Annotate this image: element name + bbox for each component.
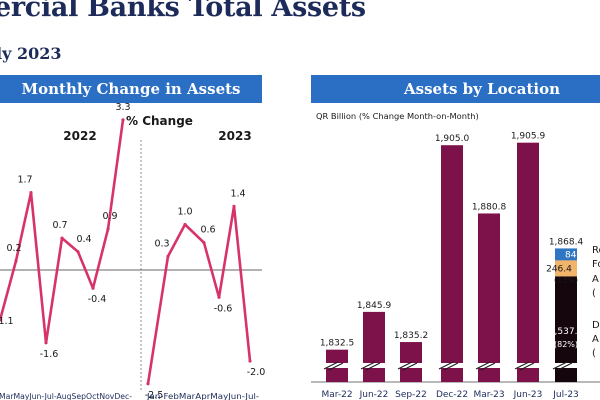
legend-fragment: Re — [592, 245, 600, 256]
axis-break-mark — [365, 362, 381, 371]
legend-fragment: D — [592, 320, 600, 331]
axis-break-mark — [519, 362, 535, 371]
bar — [478, 213, 500, 382]
axis-break-mark — [397, 361, 413, 370]
y-axis-label: % Change — [126, 114, 193, 128]
axis-break-mark — [328, 362, 344, 371]
data-point — [183, 222, 187, 227]
panel-header-assets-by-location: Assets by Location — [311, 75, 600, 103]
data-point — [232, 204, 236, 208]
x-tick-labels-2022: MarMayJun-Jul-AugSepOctNovDec- — [0, 392, 132, 400]
axis-break-mark — [480, 362, 496, 371]
x-tick-label: Jul-23 — [552, 390, 579, 400]
year-label-2022: 2022 — [63, 129, 96, 143]
x-tick-label: Jun-23 — [513, 390, 543, 400]
data-label: 0.6 — [200, 225, 215, 236]
data-label: -0.6 — [214, 303, 233, 314]
page-subtitle: ly 2023 — [0, 44, 62, 63]
data-point — [121, 118, 125, 122]
data-label: -0.4 — [88, 294, 107, 305]
data-point — [146, 382, 150, 386]
data-point — [44, 341, 48, 345]
data-label: -2.5 — [145, 390, 164, 400]
x-tick-label: Sep-22 — [395, 390, 427, 400]
axis-break-mark — [552, 361, 568, 370]
data-label: 0.2 — [6, 243, 21, 254]
legend-fragment: A — [592, 274, 599, 285]
axis-break-mark — [514, 361, 530, 370]
bar — [517, 142, 539, 382]
bar — [441, 145, 463, 382]
data-point — [202, 241, 206, 245]
segment-label: 246.4 — [546, 264, 572, 274]
bar-segment-foreign — [555, 260, 577, 277]
page-title: ercial Banks Total Assets — [0, 0, 366, 23]
data-label: 0.7 — [52, 220, 67, 231]
x-tick-label: Mar-23 — [473, 390, 504, 400]
axis-break-mark — [443, 362, 459, 371]
bar-value-label: 1,868.4 — [549, 237, 584, 247]
bar-segment-rest — [555, 248, 577, 261]
panel-header-monthly-change: Monthly Change in Assets — [0, 75, 262, 103]
axis-break-mark — [475, 361, 491, 370]
data-point — [166, 254, 170, 258]
x-tick-label: Jun-22 — [359, 390, 389, 400]
series-line-2023 — [146, 205, 252, 384]
x-tick-label: Dec-22 — [436, 390, 468, 400]
y-axis-label: QR Billion (% Change Month-on-Month) — [316, 111, 479, 121]
data-label: 1.1 — [0, 316, 14, 327]
series-line-2022 — [0, 119, 125, 345]
bar-value-label: 1,905.0 — [435, 134, 470, 144]
data-label: 0.3 — [154, 238, 169, 249]
segment-share: (13%) — [554, 275, 578, 284]
segment-share: (82%) — [554, 340, 578, 349]
x-tick-labels-2023: Jan-FebMarAprMayJun-Jul- — [146, 392, 259, 400]
legend-fragment: ( — [592, 348, 596, 359]
data-point — [248, 359, 252, 363]
data-label: 1.4 — [230, 188, 245, 199]
axis-break-mark — [360, 361, 376, 370]
data-label: -2.0 — [247, 367, 266, 378]
data-point — [60, 236, 64, 240]
data-point — [91, 286, 95, 290]
data-point — [29, 191, 33, 195]
bar-value-label: 1,905.9 — [511, 132, 546, 142]
data-label: 0.4 — [76, 234, 91, 245]
segment-label: 1,537.3 — [549, 327, 583, 337]
segment-label: 84.7 — [565, 250, 585, 260]
axis-break-mark — [557, 362, 573, 371]
bar-value-label: 1,835.2 — [394, 331, 428, 341]
data-label: -1.6 — [40, 349, 59, 360]
bar-value-label: 1,880.8 — [472, 202, 507, 212]
bar-segment-domestic — [555, 276, 577, 382]
legend-fragment: A — [592, 334, 599, 345]
data-label: 0.9 — [102, 211, 117, 222]
bar-value-label: 1,832.5 — [320, 339, 354, 349]
data-point — [14, 259, 18, 263]
data-point — [76, 250, 80, 254]
legend-fragment: ( — [592, 288, 596, 299]
x-tick-label: Mar-22 — [321, 390, 352, 400]
data-label: 3.3 — [115, 102, 130, 113]
bar-value-label: 1,845.9 — [357, 301, 392, 311]
axis-break-mark — [323, 361, 339, 370]
data-label: 1.0 — [177, 207, 192, 218]
bar — [363, 311, 385, 382]
axis-break-mark — [402, 362, 418, 371]
data-point — [0, 318, 2, 322]
axis-break-mark — [438, 361, 454, 370]
data-point — [106, 227, 110, 231]
legend-fragment: Fo — [592, 259, 600, 270]
year-label-2023: 2023 — [218, 129, 251, 143]
data-label: 1.7 — [17, 175, 32, 186]
data-point — [217, 295, 221, 299]
